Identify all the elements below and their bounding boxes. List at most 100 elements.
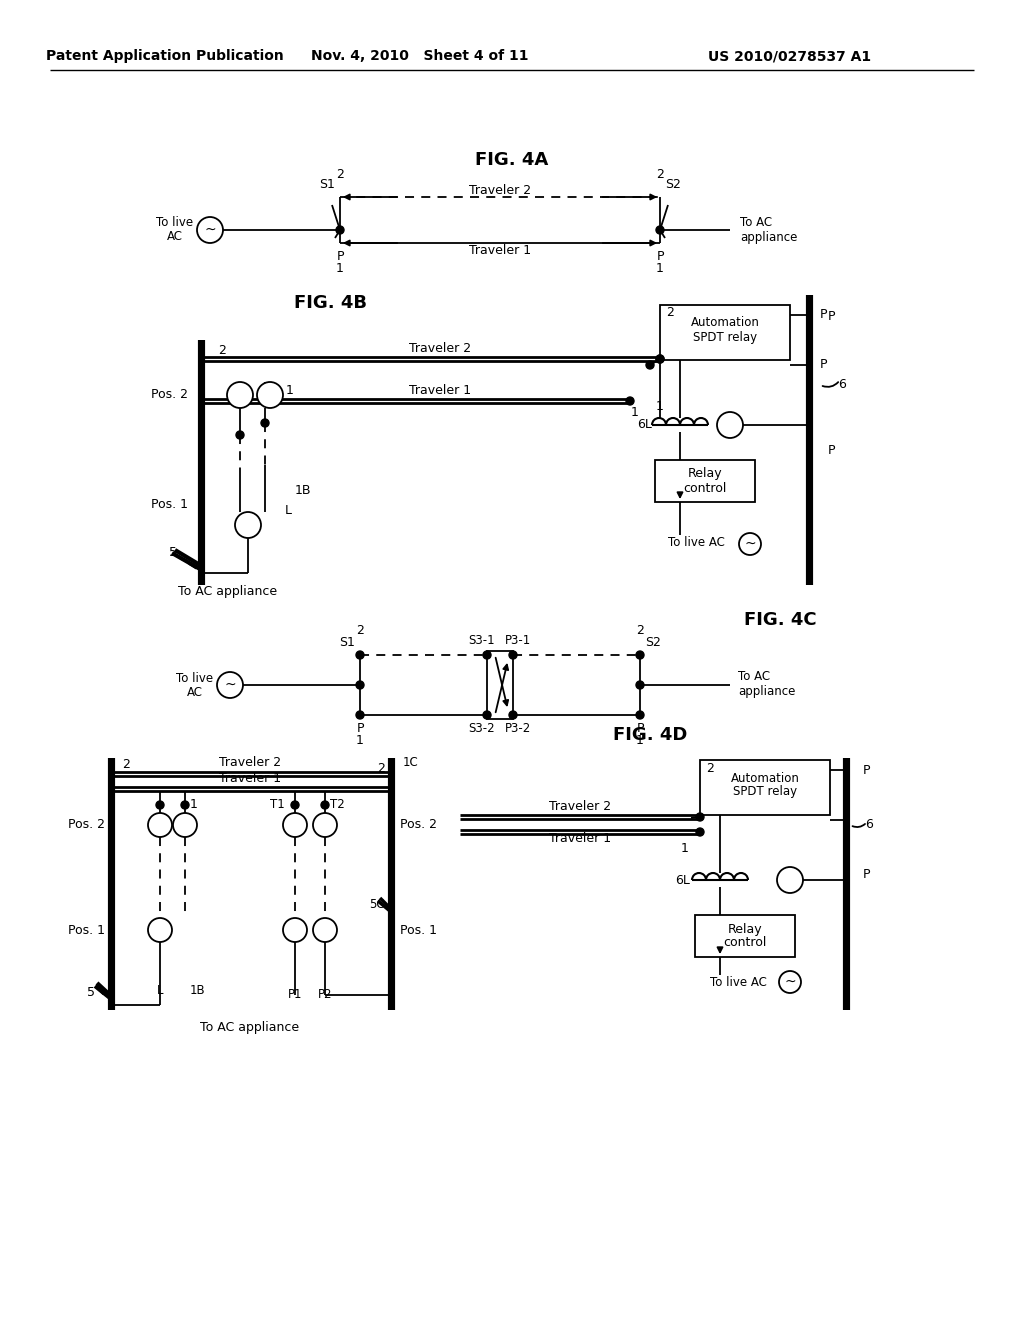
Circle shape (717, 412, 743, 438)
Text: FIG. 4B: FIG. 4B (294, 294, 367, 312)
Text: 5: 5 (169, 546, 177, 560)
Text: S2: S2 (665, 177, 681, 190)
Text: 5: 5 (87, 986, 95, 998)
Text: Patent Application Publication: Patent Application Publication (46, 49, 284, 63)
Circle shape (739, 533, 761, 554)
Text: ~: ~ (204, 223, 216, 238)
Circle shape (483, 651, 490, 659)
Text: P: P (336, 249, 344, 263)
Text: To live AC: To live AC (710, 975, 767, 989)
Bar (655, 459, 755, 502)
Text: L: L (285, 503, 292, 516)
Text: To live: To live (157, 216, 194, 230)
Circle shape (291, 801, 299, 809)
Text: T1: T1 (270, 799, 285, 812)
Text: 1: 1 (636, 734, 644, 747)
Text: Traveler 1: Traveler 1 (219, 771, 281, 784)
Circle shape (313, 917, 337, 942)
Text: 1B: 1B (190, 983, 206, 997)
Text: S3-1: S3-1 (468, 635, 495, 648)
Text: P1: P1 (288, 989, 302, 1002)
Text: Automation: Automation (690, 317, 760, 330)
Text: P: P (636, 722, 644, 734)
Text: Traveler 1: Traveler 1 (409, 384, 471, 396)
Text: To live AC: To live AC (668, 536, 725, 549)
Text: 1: 1 (356, 734, 364, 747)
Text: S2: S2 (645, 636, 660, 649)
Text: Traveler 1: Traveler 1 (469, 243, 531, 256)
Text: SPDT relay: SPDT relay (693, 330, 757, 343)
Circle shape (356, 681, 364, 689)
Text: Traveler 2: Traveler 2 (549, 800, 611, 813)
Text: S1: S1 (319, 177, 335, 190)
Text: S3-2: S3-2 (468, 722, 495, 735)
Text: To AC appliance: To AC appliance (178, 585, 278, 598)
Text: FIG. 4A: FIG. 4A (475, 150, 549, 169)
Bar (660, 305, 790, 360)
Circle shape (696, 813, 705, 821)
Text: control: control (723, 936, 767, 949)
Circle shape (336, 226, 344, 234)
Text: P2: P2 (317, 989, 332, 1002)
Text: Traveler 2: Traveler 2 (219, 756, 281, 770)
Circle shape (283, 813, 307, 837)
Circle shape (656, 226, 664, 234)
Text: 6L: 6L (675, 874, 690, 887)
Text: 2: 2 (636, 624, 644, 638)
Text: 1C: 1C (403, 755, 419, 768)
Text: To AC: To AC (738, 671, 770, 684)
Circle shape (636, 711, 644, 719)
Circle shape (646, 360, 654, 370)
Text: 5C: 5C (370, 899, 385, 912)
Text: AC: AC (167, 231, 183, 243)
Text: AC: AC (187, 685, 203, 698)
Text: US 2010/0278537 A1: US 2010/0278537 A1 (709, 49, 871, 63)
Text: Pos. 2: Pos. 2 (68, 818, 105, 832)
Text: Traveler 2: Traveler 2 (469, 183, 531, 197)
Circle shape (483, 711, 490, 719)
Text: Traveler 1: Traveler 1 (549, 833, 611, 846)
Circle shape (261, 418, 269, 426)
Circle shape (217, 672, 243, 698)
Text: Pos. 1: Pos. 1 (400, 924, 437, 936)
Text: Relay: Relay (728, 923, 762, 936)
Bar (487, 651, 513, 719)
Text: S1: S1 (339, 636, 355, 649)
Circle shape (313, 813, 337, 837)
Circle shape (257, 381, 283, 408)
Text: P: P (828, 310, 836, 323)
Text: 1: 1 (656, 263, 664, 276)
Text: P: P (356, 722, 364, 734)
Text: L: L (157, 983, 163, 997)
Text: P: P (820, 359, 827, 371)
Circle shape (148, 917, 172, 942)
Text: FIG. 4C: FIG. 4C (743, 611, 816, 630)
Circle shape (321, 801, 329, 809)
Circle shape (356, 711, 364, 719)
Circle shape (636, 651, 644, 659)
Circle shape (777, 867, 803, 894)
Text: FIG. 4D: FIG. 4D (612, 726, 687, 744)
Text: 2: 2 (666, 306, 674, 319)
Circle shape (173, 813, 197, 837)
Circle shape (509, 651, 517, 659)
Text: Traveler 2: Traveler 2 (409, 342, 471, 355)
Text: 1: 1 (631, 405, 639, 418)
Text: 2: 2 (377, 762, 385, 775)
Text: 1: 1 (336, 263, 344, 276)
Circle shape (227, 381, 253, 408)
Text: P3-2: P3-2 (505, 722, 531, 735)
Text: Nov. 4, 2010   Sheet 4 of 11: Nov. 4, 2010 Sheet 4 of 11 (311, 49, 528, 63)
Text: appliance: appliance (738, 685, 796, 698)
Text: ~: ~ (744, 537, 756, 550)
Text: Automation: Automation (730, 771, 800, 784)
Text: SPDT relay: SPDT relay (733, 785, 797, 799)
Circle shape (656, 355, 664, 363)
Text: 6L: 6L (637, 418, 652, 432)
Circle shape (283, 917, 307, 942)
Text: 1: 1 (286, 384, 294, 396)
Text: P: P (656, 249, 664, 263)
Text: P: P (828, 444, 836, 457)
Text: 2: 2 (122, 759, 130, 771)
Text: ~: ~ (784, 975, 796, 989)
